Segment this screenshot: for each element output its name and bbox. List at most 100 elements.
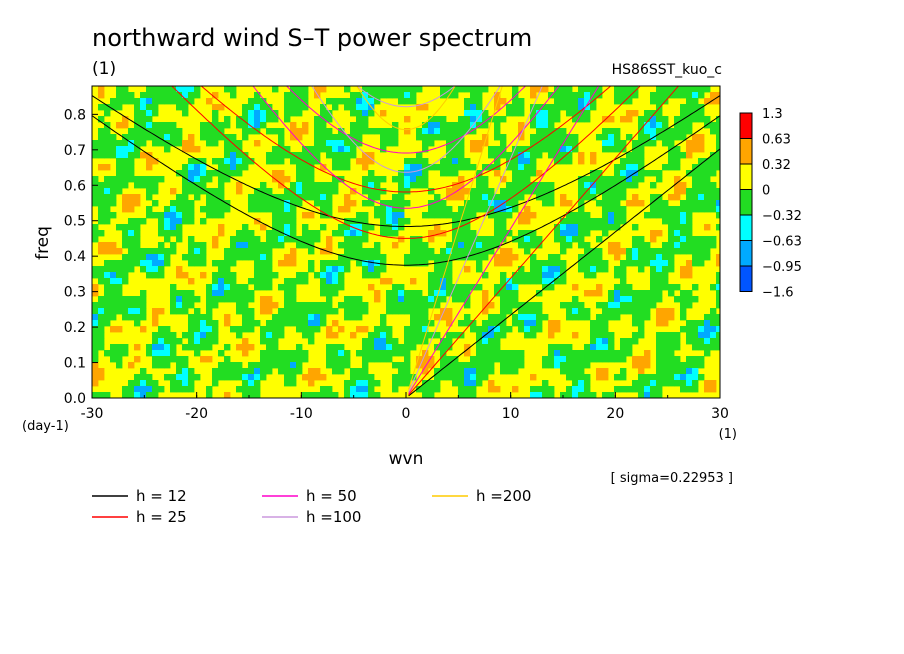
heatmap-cell — [416, 182, 423, 189]
heatmap-cell — [626, 92, 633, 99]
heatmap-cell — [638, 236, 645, 243]
heatmap-cell — [356, 386, 363, 393]
heatmap-cell — [266, 110, 273, 117]
heatmap-cell — [416, 314, 423, 321]
heatmap-cell — [146, 86, 153, 93]
heatmap-cell — [290, 122, 297, 129]
heatmap-cell — [650, 302, 657, 309]
heatmap-cell — [560, 194, 567, 201]
heatmap-cell — [476, 356, 483, 363]
heatmap-cell — [230, 152, 237, 159]
heatmap-cell — [344, 206, 351, 213]
heatmap-cell — [248, 230, 255, 237]
heatmap-cell — [680, 230, 687, 237]
heatmap-cell — [158, 140, 165, 147]
heatmap-cell — [626, 248, 633, 255]
heatmap-cell — [182, 218, 189, 225]
heatmap-cell — [224, 254, 231, 261]
heatmap-cell — [368, 266, 375, 273]
heatmap-cell — [224, 86, 231, 93]
heatmap-cell — [236, 164, 243, 171]
heatmap-cell — [638, 320, 645, 327]
heatmap-cell — [662, 134, 669, 141]
heatmap-cell — [350, 308, 357, 315]
heatmap-cell — [446, 278, 453, 285]
heatmap-cell — [662, 374, 669, 381]
heatmap-cell — [602, 392, 609, 398]
heatmap-cell — [656, 116, 663, 123]
heatmap-cell — [572, 350, 579, 357]
heatmap-cell — [470, 140, 477, 147]
heatmap-cell — [332, 284, 339, 291]
heatmap-cell — [674, 134, 681, 141]
heatmap-cell — [410, 92, 417, 99]
heatmap-cell — [110, 152, 117, 159]
heatmap-cell — [104, 206, 111, 213]
heatmap-cell — [692, 326, 699, 333]
heatmap-cell — [602, 146, 609, 153]
heatmap-cell — [302, 314, 309, 321]
heatmap-cell — [716, 254, 720, 261]
heatmap-cell — [686, 386, 693, 393]
heatmap-cell — [248, 122, 255, 129]
heatmap-cell — [710, 320, 717, 327]
heatmap-cell — [614, 248, 621, 255]
heatmap-cell — [572, 332, 579, 339]
dispersion-curve — [408, 148, 720, 397]
heatmap-cell — [464, 266, 471, 273]
heatmap-cell — [98, 152, 105, 159]
heatmap-cell — [470, 392, 477, 398]
heatmap-cell — [554, 158, 561, 165]
y-tick-label: 0.5 — [64, 214, 86, 230]
heatmap-cell — [296, 236, 303, 243]
heatmap-cell — [392, 338, 399, 345]
heatmap-cell — [236, 302, 243, 309]
heatmap-cell — [266, 248, 273, 255]
heatmap-cell — [656, 338, 663, 345]
heatmap-cell — [224, 392, 231, 398]
heatmap-cell — [284, 278, 291, 285]
heatmap-cell — [260, 98, 267, 105]
heatmap-cell — [350, 296, 357, 303]
heatmap-cell — [134, 296, 141, 303]
heatmap-cell — [668, 248, 675, 255]
heatmap-cell — [320, 164, 327, 171]
heatmap-cell — [578, 242, 585, 249]
heatmap-cell — [224, 134, 231, 141]
heatmap-cell — [452, 92, 459, 99]
heatmap-cell — [692, 98, 699, 105]
heatmap-cell — [524, 158, 531, 165]
heatmap-cell — [308, 260, 315, 267]
heatmap-cell — [98, 308, 105, 315]
legend-label: h =200 — [476, 487, 531, 505]
heatmap-cell — [488, 338, 495, 345]
heatmap-cell — [326, 362, 333, 369]
heatmap-cell — [674, 374, 681, 381]
heatmap-cell — [206, 170, 213, 177]
heatmap-cell — [380, 146, 387, 153]
heatmap-cell — [398, 176, 405, 183]
heatmap-cell — [512, 182, 519, 189]
heatmap-cell — [392, 350, 399, 357]
heatmap-cell — [362, 302, 369, 309]
heatmap-cell — [146, 164, 153, 171]
heatmap-cell — [92, 356, 99, 363]
heatmap-cell — [398, 206, 405, 213]
heatmap-cell — [326, 146, 333, 153]
heatmap-cell — [596, 350, 603, 357]
heatmap-cell — [302, 278, 309, 285]
heatmap-cell — [560, 218, 567, 225]
heatmap-cell — [170, 200, 177, 207]
heatmap-cell — [458, 176, 465, 183]
heatmap-cell — [608, 248, 615, 255]
heatmap-cell — [638, 386, 645, 393]
heatmap-cell — [230, 86, 237, 93]
heatmap-cell — [464, 200, 471, 207]
heatmap-cell — [590, 152, 597, 159]
heatmap-cell — [410, 308, 417, 315]
heatmap-cell — [662, 380, 669, 387]
heatmap-cell — [326, 296, 333, 303]
heatmap-cell — [482, 338, 489, 345]
heatmap-cell — [554, 236, 561, 243]
heatmap-cell — [668, 128, 675, 135]
